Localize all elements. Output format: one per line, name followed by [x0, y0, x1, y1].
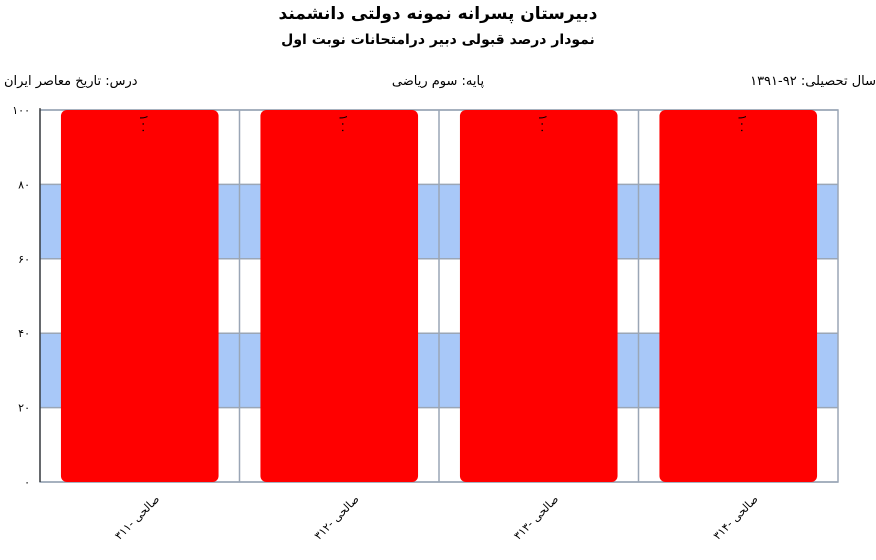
chart-title: دبیرستان پسرانه نمونه دولتی دانشمند: [278, 4, 598, 24]
y-tick-label: ۰: [24, 476, 30, 489]
x-category-label: صالحی -۳۱۲: [312, 493, 362, 543]
y-tick-label: ۲۰: [18, 402, 30, 415]
x-category-label: صالحی -۳۱۴: [711, 493, 761, 543]
chart-subtitle: نمودار درصد قبولی دبیر درامتحانات نوبت ا…: [281, 32, 595, 48]
bar: [459, 110, 618, 482]
bar: [260, 110, 419, 482]
x-category-label: صالحی -۳۱۱: [112, 493, 162, 543]
bar-value-label: ۱۰۰: [336, 114, 350, 133]
y-tick-label: ۸۰: [18, 178, 30, 191]
bar: [60, 110, 219, 482]
course-label: درس: تاریخ معاصر ایران: [4, 74, 138, 89]
x-category-label: صالحی -۳۱۳: [511, 493, 561, 543]
bar-value-label: ۱۰۰: [735, 114, 749, 133]
y-tick-label: ۶۰: [18, 253, 30, 266]
bar: [659, 110, 818, 482]
bar-value-label: ۱۰۰: [137, 114, 151, 133]
y-tick-label: ۱۰۰: [12, 104, 30, 117]
school-year-label: سال تحصیلی: ۹۲-۱۳۹۱: [750, 74, 876, 89]
grade-label: پایه: سوم ریاضی: [391, 74, 485, 89]
bar-value-label: ۱۰۰: [536, 114, 550, 133]
y-tick-label: ۴۰: [18, 327, 30, 340]
